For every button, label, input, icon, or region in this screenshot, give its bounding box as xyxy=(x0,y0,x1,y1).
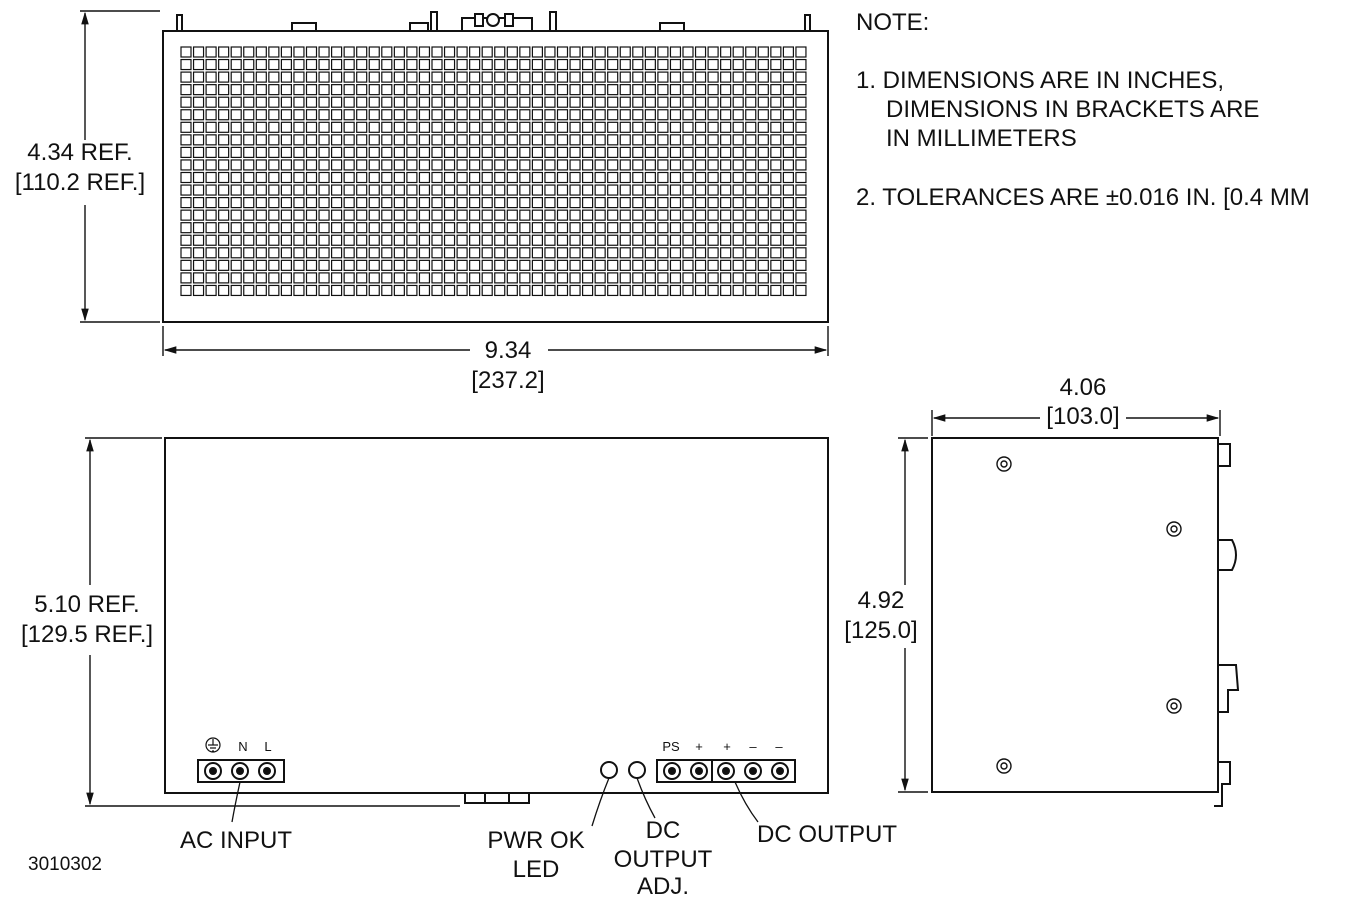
drawing-number: 3010302 xyxy=(28,854,102,875)
top-view-housing xyxy=(162,30,829,323)
ventilation-grid xyxy=(180,46,807,297)
terminal-screw xyxy=(771,762,789,780)
ground-symbol xyxy=(205,737,221,753)
top-width-dim-mm: [237.2] xyxy=(471,367,545,394)
note-2: 2. TOLERANCES ARE ±0.016 IN. [0.4 MM xyxy=(856,184,1310,211)
top-height-dim-in: 4.34 REF. xyxy=(27,139,133,166)
terminal-screws xyxy=(204,762,789,780)
side-width-dim-in: 4.06 xyxy=(1059,374,1107,401)
ac-terminal-label-l: L xyxy=(264,739,272,754)
front-height-dim-mm: [129.5 REF.] xyxy=(20,621,154,648)
ac-terminal-label-n: N xyxy=(238,739,248,754)
terminal-screw xyxy=(204,762,222,780)
dc-terminal-label-minus-1: – xyxy=(749,739,757,754)
dc-adj-callout-line-3: ADJ. xyxy=(636,873,689,900)
note-1-line-1: 1. DIMENSIONS ARE IN INCHES, xyxy=(856,67,1225,94)
side-view xyxy=(931,437,1240,807)
dc-output-callout: DC OUTPUT xyxy=(757,821,897,848)
mounting-screws xyxy=(996,456,1182,774)
top-view-dimensions xyxy=(80,10,829,356)
top-height-dim-mm: [110.2 REF.] xyxy=(14,169,146,196)
callout-leaders xyxy=(231,777,759,827)
terminal-screw xyxy=(717,762,735,780)
terminal-screw xyxy=(744,762,762,780)
front-view-dimensions xyxy=(85,437,460,807)
terminal-screw xyxy=(663,762,681,780)
pwr-ok-callout-line-2: LED xyxy=(512,856,560,883)
dc-adj-callout-line-1: DC xyxy=(645,817,681,844)
dc-terminal-label-minus-2: – xyxy=(775,739,783,754)
dc-output-adj-pot xyxy=(628,761,646,779)
side-height-dim-in: 4.92 xyxy=(857,587,905,614)
note-1-line-2: DIMENSIONS IN BRACKETS ARE xyxy=(886,96,1260,123)
ground-symbol-lines xyxy=(208,739,218,752)
side-width-dim-mm: [103.0] xyxy=(1046,403,1120,430)
notes-heading: NOTE: xyxy=(856,9,930,36)
pwr-ok-callout-line-1: PWR OK xyxy=(487,827,585,854)
din-rail-clip xyxy=(464,792,530,804)
ac-input-callout: AC INPUT xyxy=(180,827,293,854)
dc-adj-callout-line-2: OUTPUT xyxy=(613,846,713,873)
dc-terminal-label-plus-2: + xyxy=(723,739,731,754)
terminal-screw xyxy=(231,762,249,780)
terminal-screw xyxy=(690,762,708,780)
dc-terminal-label-ps: PS xyxy=(662,739,680,754)
top-width-dim-in: 9.34 xyxy=(484,337,532,364)
pwr-ok-led xyxy=(600,761,618,779)
side-view-housing xyxy=(931,437,1219,793)
note-1-line-3: IN MILLIMETERS xyxy=(886,125,1077,152)
side-height-dim-mm: [125.0] xyxy=(844,617,918,644)
terminal-screw xyxy=(258,762,276,780)
side-view-dimensions xyxy=(898,410,1221,793)
dc-terminal-label-plus-1: + xyxy=(695,739,703,754)
front-height-dim-in: 5.10 REF. xyxy=(34,591,140,618)
top-view xyxy=(162,11,829,323)
